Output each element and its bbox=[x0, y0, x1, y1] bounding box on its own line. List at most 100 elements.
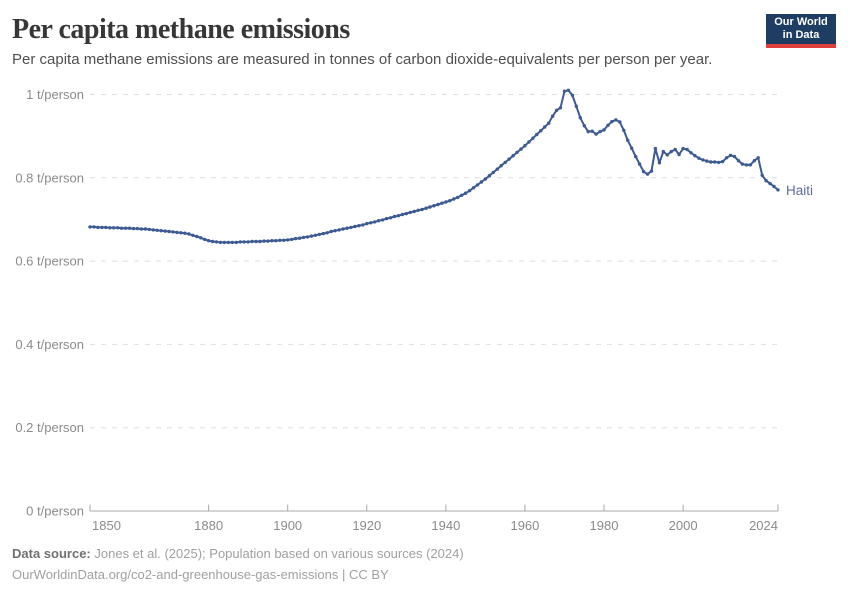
data-point[interactable] bbox=[720, 159, 725, 164]
data-point[interactable] bbox=[408, 210, 412, 215]
data-point[interactable] bbox=[645, 172, 650, 176]
data-point[interactable] bbox=[337, 228, 341, 232]
data-point[interactable] bbox=[495, 167, 499, 171]
data-point[interactable] bbox=[369, 221, 373, 225]
data-point[interactable] bbox=[574, 104, 578, 108]
data-point[interactable] bbox=[187, 232, 191, 236]
data-point[interactable] bbox=[317, 232, 321, 237]
data-point[interactable] bbox=[630, 146, 634, 150]
data-point[interactable] bbox=[250, 239, 254, 244]
data-point[interactable] bbox=[234, 240, 238, 245]
data-point[interactable] bbox=[503, 160, 507, 165]
data-point[interactable] bbox=[230, 240, 234, 245]
data-point[interactable] bbox=[127, 226, 132, 230]
data-point[interactable] bbox=[293, 236, 298, 241]
data-point[interactable] bbox=[195, 234, 199, 239]
data-point[interactable] bbox=[515, 150, 519, 155]
data-point[interactable] bbox=[578, 116, 582, 120]
data-point[interactable] bbox=[420, 207, 424, 212]
data-point[interactable] bbox=[547, 121, 551, 125]
data-point[interactable] bbox=[681, 146, 685, 151]
data-point[interactable] bbox=[333, 229, 337, 233]
data-point[interactable] bbox=[191, 233, 195, 237]
data-point[interactable] bbox=[487, 174, 492, 178]
data-point[interactable] bbox=[428, 205, 432, 209]
data-point[interactable] bbox=[713, 160, 717, 164]
data-point[interactable] bbox=[705, 159, 709, 163]
data-point[interactable] bbox=[301, 235, 306, 240]
data-point[interactable] bbox=[519, 147, 523, 151]
data-point[interactable] bbox=[543, 125, 547, 129]
data-point[interactable] bbox=[527, 140, 531, 144]
data-point[interactable] bbox=[697, 156, 701, 160]
data-point[interactable] bbox=[460, 193, 464, 197]
data-point[interactable] bbox=[175, 230, 179, 235]
data-point[interactable] bbox=[610, 119, 614, 124]
data-point[interactable] bbox=[151, 228, 155, 232]
data-point[interactable] bbox=[305, 235, 310, 239]
owid-logo[interactable]: Our World in Data bbox=[766, 14, 836, 48]
data-point[interactable] bbox=[396, 214, 401, 218]
data-point[interactable] bbox=[341, 227, 345, 231]
data-point[interactable] bbox=[246, 240, 250, 244]
data-point[interactable] bbox=[353, 224, 357, 229]
data-point[interactable] bbox=[258, 239, 262, 244]
data-point[interactable] bbox=[760, 173, 764, 177]
data-point[interactable] bbox=[653, 146, 658, 151]
data-point[interactable] bbox=[467, 189, 472, 193]
data-point[interactable] bbox=[290, 237, 294, 242]
data-point[interactable] bbox=[511, 154, 515, 158]
data-point[interactable] bbox=[531, 136, 535, 140]
data-point[interactable] bbox=[388, 216, 393, 220]
data-point[interactable] bbox=[693, 154, 697, 158]
data-point[interactable] bbox=[566, 88, 571, 93]
data-point[interactable] bbox=[641, 169, 646, 174]
data-point[interactable] bbox=[626, 138, 630, 142]
data-point[interactable] bbox=[274, 239, 278, 243]
data-point[interactable] bbox=[116, 226, 120, 230]
data-point[interactable] bbox=[392, 214, 397, 219]
data-point[interactable] bbox=[376, 219, 381, 223]
data-point[interactable] bbox=[602, 128, 606, 132]
data-point[interactable] bbox=[606, 123, 610, 128]
data-point[interactable] bbox=[254, 239, 258, 244]
data-point[interactable] bbox=[669, 149, 673, 154]
data-point[interactable] bbox=[744, 163, 749, 167]
data-point[interactable] bbox=[673, 147, 677, 152]
citation-link[interactable]: OurWorldinData.org/co2-and-greenhouse-ga… bbox=[12, 567, 389, 582]
data-point[interactable] bbox=[131, 226, 136, 231]
data-point[interactable] bbox=[171, 230, 175, 234]
data-point[interactable] bbox=[139, 227, 144, 231]
data-point[interactable] bbox=[329, 229, 333, 234]
data-point[interactable] bbox=[282, 238, 286, 242]
data-point[interactable] bbox=[558, 106, 563, 110]
data-point[interactable] bbox=[384, 216, 389, 221]
data-point[interactable] bbox=[748, 163, 752, 167]
data-point[interactable] bbox=[752, 159, 756, 163]
data-point[interactable] bbox=[242, 240, 246, 244]
data-point[interactable] bbox=[210, 239, 215, 244]
data-point[interactable] bbox=[456, 195, 460, 200]
data-point[interactable] bbox=[92, 225, 96, 229]
data-point[interactable] bbox=[452, 197, 456, 201]
data-point[interactable] bbox=[717, 160, 721, 165]
data-point[interactable] bbox=[444, 200, 448, 204]
data-point[interactable] bbox=[709, 160, 713, 164]
data-point[interactable] bbox=[598, 129, 602, 134]
data-point[interactable] bbox=[159, 229, 163, 233]
data-point[interactable] bbox=[491, 170, 495, 175]
data-point[interactable] bbox=[535, 132, 539, 137]
data-point[interactable] bbox=[218, 240, 223, 245]
data-point[interactable] bbox=[701, 158, 705, 162]
data-point[interactable] bbox=[764, 179, 768, 183]
data-point[interactable] bbox=[463, 191, 468, 195]
data-point[interactable] bbox=[772, 184, 776, 189]
data-point[interactable] bbox=[349, 225, 353, 230]
data-point[interactable] bbox=[309, 234, 314, 238]
data-point[interactable] bbox=[345, 226, 349, 230]
data-point[interactable] bbox=[297, 236, 302, 240]
data-point[interactable] bbox=[594, 132, 598, 136]
data-point[interactable] bbox=[570, 93, 575, 98]
data-point[interactable] bbox=[657, 161, 662, 165]
data-point[interactable] bbox=[483, 177, 488, 181]
